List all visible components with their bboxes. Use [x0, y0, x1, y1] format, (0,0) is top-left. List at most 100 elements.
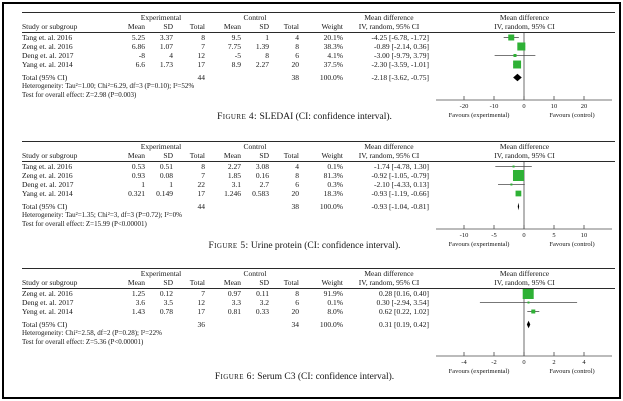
study-column-header: Study or subgroup: [22, 22, 78, 31]
study-rows: Zeng et. al. 2016 1.25 0.12 7 0.97 0.11 8 91.9%…: [22, 289, 615, 316]
plot-md-header: Mean difference: [499, 13, 550, 22]
axis-tick-label: -4: [461, 359, 467, 366]
exp-mean: 1: [141, 180, 145, 189]
exp-sd: 3.37: [159, 33, 173, 42]
ctrl-total: 6: [295, 51, 299, 60]
table-row: Yeng et. al. 2014 1.43 0.78 17 0.81 0.33 20 8.0…: [22, 307, 615, 316]
study-name: Deng et. al. 2017: [22, 180, 74, 189]
total-column-header: Total: [189, 151, 205, 160]
favours-experimental-label: Favours (experimental): [449, 368, 510, 375]
control-group-header: Control: [243, 142, 267, 151]
ctrl-mean: 8.9: [231, 60, 241, 69]
total-label: Total (95% CI): [22, 73, 68, 82]
ctrl-total: 20: [291, 189, 300, 198]
total-ctrl-n: 34: [291, 320, 300, 329]
weight-value: 0.1%: [327, 162, 343, 171]
column-header-row: Study or subgroup Mean SD Total Mean SD …: [22, 151, 615, 161]
mean-difference-ci: -0.89 [-2.14, 0.36]: [374, 42, 429, 51]
total-diamond: [517, 202, 520, 211]
spacer: [302, 269, 346, 278]
figure6-caption: Figure 6: Serum C3 (CI: confidence inter…: [8, 372, 601, 382]
plot-column-header: Mean difference IV, random, 95% CI: [434, 269, 615, 287]
forest-panel-figure4: Experimental Control Mean difference Stu…: [22, 12, 615, 128]
exp-sd: 3.5: [163, 298, 173, 307]
ctrl-sd: 0.11: [256, 289, 269, 298]
study-name: Yang et. al. 2014: [22, 60, 73, 69]
total-exp-n: 36: [197, 320, 206, 329]
ctrl-total: 20: [291, 307, 300, 316]
effect-square: [508, 34, 515, 41]
exp-total: 17: [197, 189, 206, 198]
weight-column-header: Weight: [321, 151, 343, 160]
axis-tick-label: -20: [460, 103, 469, 110]
sd-column-header: SD: [163, 278, 173, 287]
exp-sd: 1: [169, 180, 173, 189]
study-name: Deng et. al. 2017: [22, 51, 74, 60]
ctrl-total: 4: [295, 33, 299, 42]
total-diamond: [513, 73, 522, 82]
ctrl-sd: 0.33: [255, 307, 269, 316]
ctrl-total: 8: [295, 171, 299, 180]
mean-difference-ci: -1.74 [-4.78, 1.30]: [374, 162, 429, 171]
mean-difference-ci: -2.10 [-4.33, 0.13]: [374, 180, 429, 189]
overall-effect-line: Test for overall effect: Z=2.98 (P=0.003…: [22, 91, 137, 99]
total-ci: -0.93 [-1.04, -0.81]: [371, 202, 430, 211]
total-column-header: Total: [189, 278, 205, 287]
exp-mean: 1.43: [131, 307, 145, 316]
ctrl-sd: 3.2: [259, 298, 269, 307]
table-row: Tang et. al. 2016 0.53 0.51 8 2.27 3.08 4 0.1% -…: [22, 162, 615, 171]
sd-column-header: SD: [259, 151, 269, 160]
iv-random-header: IV, random, 95% CI: [358, 22, 420, 31]
exp-sd: 1.73: [159, 60, 173, 69]
exp-sd: 0.149: [156, 189, 173, 198]
exp-mean: -8: [138, 51, 145, 60]
study-name: Tang et. al. 2016: [22, 33, 73, 42]
header-bottom-rule: [22, 32, 615, 33]
total-ctrl-n: 38: [291, 202, 300, 211]
caption-label: Figure 5:: [208, 241, 249, 251]
ctrl-sd: 0.583: [252, 189, 269, 198]
exp-sd: 0.78: [159, 307, 173, 316]
mean-difference-header: Mean difference: [364, 269, 414, 278]
exp-mean: 0.93: [131, 171, 145, 180]
total-diamond: [526, 320, 531, 329]
spacer: [302, 142, 346, 151]
effect-square: [522, 289, 534, 299]
group-header-row: Experimental Control Mean difference: [22, 142, 615, 151]
exp-total: 8: [201, 162, 205, 171]
study-name: Yeng et. al. 2014: [22, 307, 73, 316]
forest-plot-figure4: -20 -10 0 10 20 Favours (experimental) Favours…: [436, 33, 612, 119]
exp-sd: 0.08: [159, 171, 173, 180]
mean-difference-ci: 0.30 [-2.94, 3.54]: [376, 298, 430, 307]
weight-value: 20.1%: [323, 33, 343, 42]
table-row: Tang et. al. 2016 5.25 3.37 8 9.5 1 4 20.1% -4.2…: [22, 33, 615, 42]
weight-value: 91.9%: [323, 289, 343, 298]
weight-value: 4.1%: [327, 51, 343, 60]
sd-column-header: SD: [259, 22, 269, 31]
effect-square: [512, 165, 515, 168]
ctrl-sd: 2.27: [255, 60, 269, 69]
table-row: Zeng et. al. 2016 6.86 1.07 7 7.75 1.39 8 38.3%…: [22, 42, 615, 51]
table-top-rule: [22, 268, 615, 269]
forest-panel-figure6: Experimental Control Mean difference Stu…: [22, 268, 615, 389]
mean-difference-ci: 0.28 [0.16, 0.40]: [379, 289, 429, 298]
exp-mean: 6.86: [131, 42, 145, 51]
favours-control-label: Favours (control): [549, 112, 594, 119]
weight-value: 8.0%: [327, 307, 343, 316]
mean-difference-header: Mean difference: [364, 13, 414, 22]
mean-difference-header: Mean difference: [364, 142, 414, 151]
total-column-header: Total: [283, 22, 299, 31]
exp-sd: 0.51: [159, 162, 173, 171]
study-name: Zeng et. al. 2016: [22, 171, 73, 180]
study-name: Tang et. al. 2016: [22, 162, 73, 171]
mean-difference-ci: -0.93 [-1.19, -0.66]: [371, 189, 430, 198]
sd-column-header: SD: [163, 151, 173, 160]
table-row: Yang et. al. 2014 0.321 0.149 17 1.246 0.583 2…: [22, 189, 615, 198]
favours-control-label: Favours (control): [549, 368, 594, 375]
effect-square: [531, 309, 536, 314]
total-column-header: Total: [189, 22, 205, 31]
ctrl-total: 8: [295, 289, 299, 298]
axis-tick-label: -5: [491, 232, 496, 239]
caption-label: Figure 4:: [217, 112, 258, 122]
